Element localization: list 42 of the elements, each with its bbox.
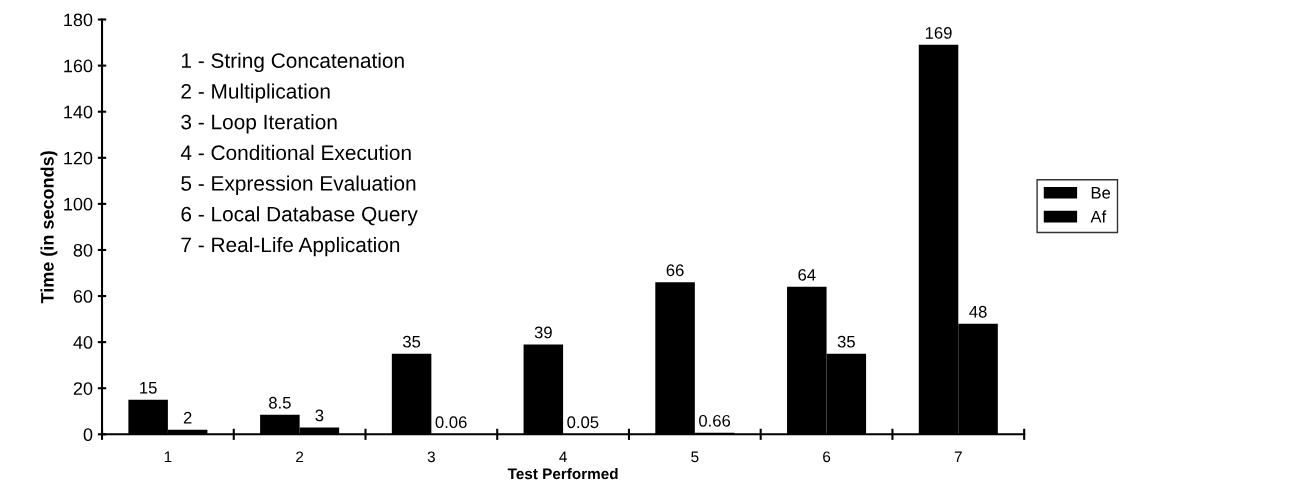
annotation: 3 - Loop Iteration bbox=[181, 114, 337, 134]
y-tick-label: 180 bbox=[64, 13, 93, 27]
data-label: 8.5 bbox=[269, 396, 291, 409]
y-tick-label: 20 bbox=[73, 382, 93, 395]
data-label: 15 bbox=[140, 382, 157, 394]
data-label: 2 bbox=[183, 411, 192, 424]
annotation: 2 - Multiplication bbox=[181, 83, 330, 103]
y-tick-label: 0 bbox=[83, 428, 93, 442]
x-tick-label: 6 bbox=[823, 451, 831, 463]
x-axis-title: Test Performed bbox=[507, 468, 618, 480]
x-tick-label: 7 bbox=[954, 451, 962, 463]
data-label: 48 bbox=[969, 305, 987, 318]
data-label: 0.66 bbox=[699, 414, 731, 427]
data-label: 0.05 bbox=[567, 416, 599, 429]
y-tick-label: 100 bbox=[64, 197, 93, 211]
x-tick-label: 4 bbox=[559, 451, 567, 463]
data-label: 0.06 bbox=[435, 416, 467, 429]
data-label: 35 bbox=[837, 335, 855, 348]
data-label: 35 bbox=[402, 335, 421, 348]
annotation: 1 - String Concatenation bbox=[181, 52, 404, 73]
annotation: 4 - Conditional Execution bbox=[180, 144, 411, 161]
data-label: 169 bbox=[925, 26, 952, 39]
y-tick-label: 80 bbox=[73, 243, 93, 257]
y-tick-label: 60 bbox=[73, 289, 93, 303]
data-label: 3 bbox=[315, 409, 324, 422]
x-tick-label: 5 bbox=[691, 451, 699, 463]
y-tick-label: 120 bbox=[64, 151, 93, 165]
x-tick-label: 3 bbox=[427, 451, 435, 463]
legend-label: Be bbox=[1091, 187, 1111, 199]
legend-label: Af bbox=[1090, 210, 1107, 223]
x-tick-label: 2 bbox=[296, 451, 304, 463]
data-label: 39 bbox=[534, 326, 552, 339]
y-axis-title: Time (in seconds) bbox=[40, 151, 58, 304]
y-tick-label: 40 bbox=[73, 336, 93, 349]
data-label: 64 bbox=[798, 268, 816, 281]
annotation: 7 - Real-Life Application bbox=[181, 236, 400, 257]
annotation: 6 - Local Database Query bbox=[181, 206, 418, 226]
annotation: 5 - Expression Evaluation bbox=[181, 175, 416, 195]
y-tick-label: 160 bbox=[64, 59, 93, 73]
data-label: 66 bbox=[666, 264, 684, 277]
y-tick-label: 140 bbox=[64, 105, 93, 119]
x-tick-label: 1 bbox=[164, 451, 172, 463]
